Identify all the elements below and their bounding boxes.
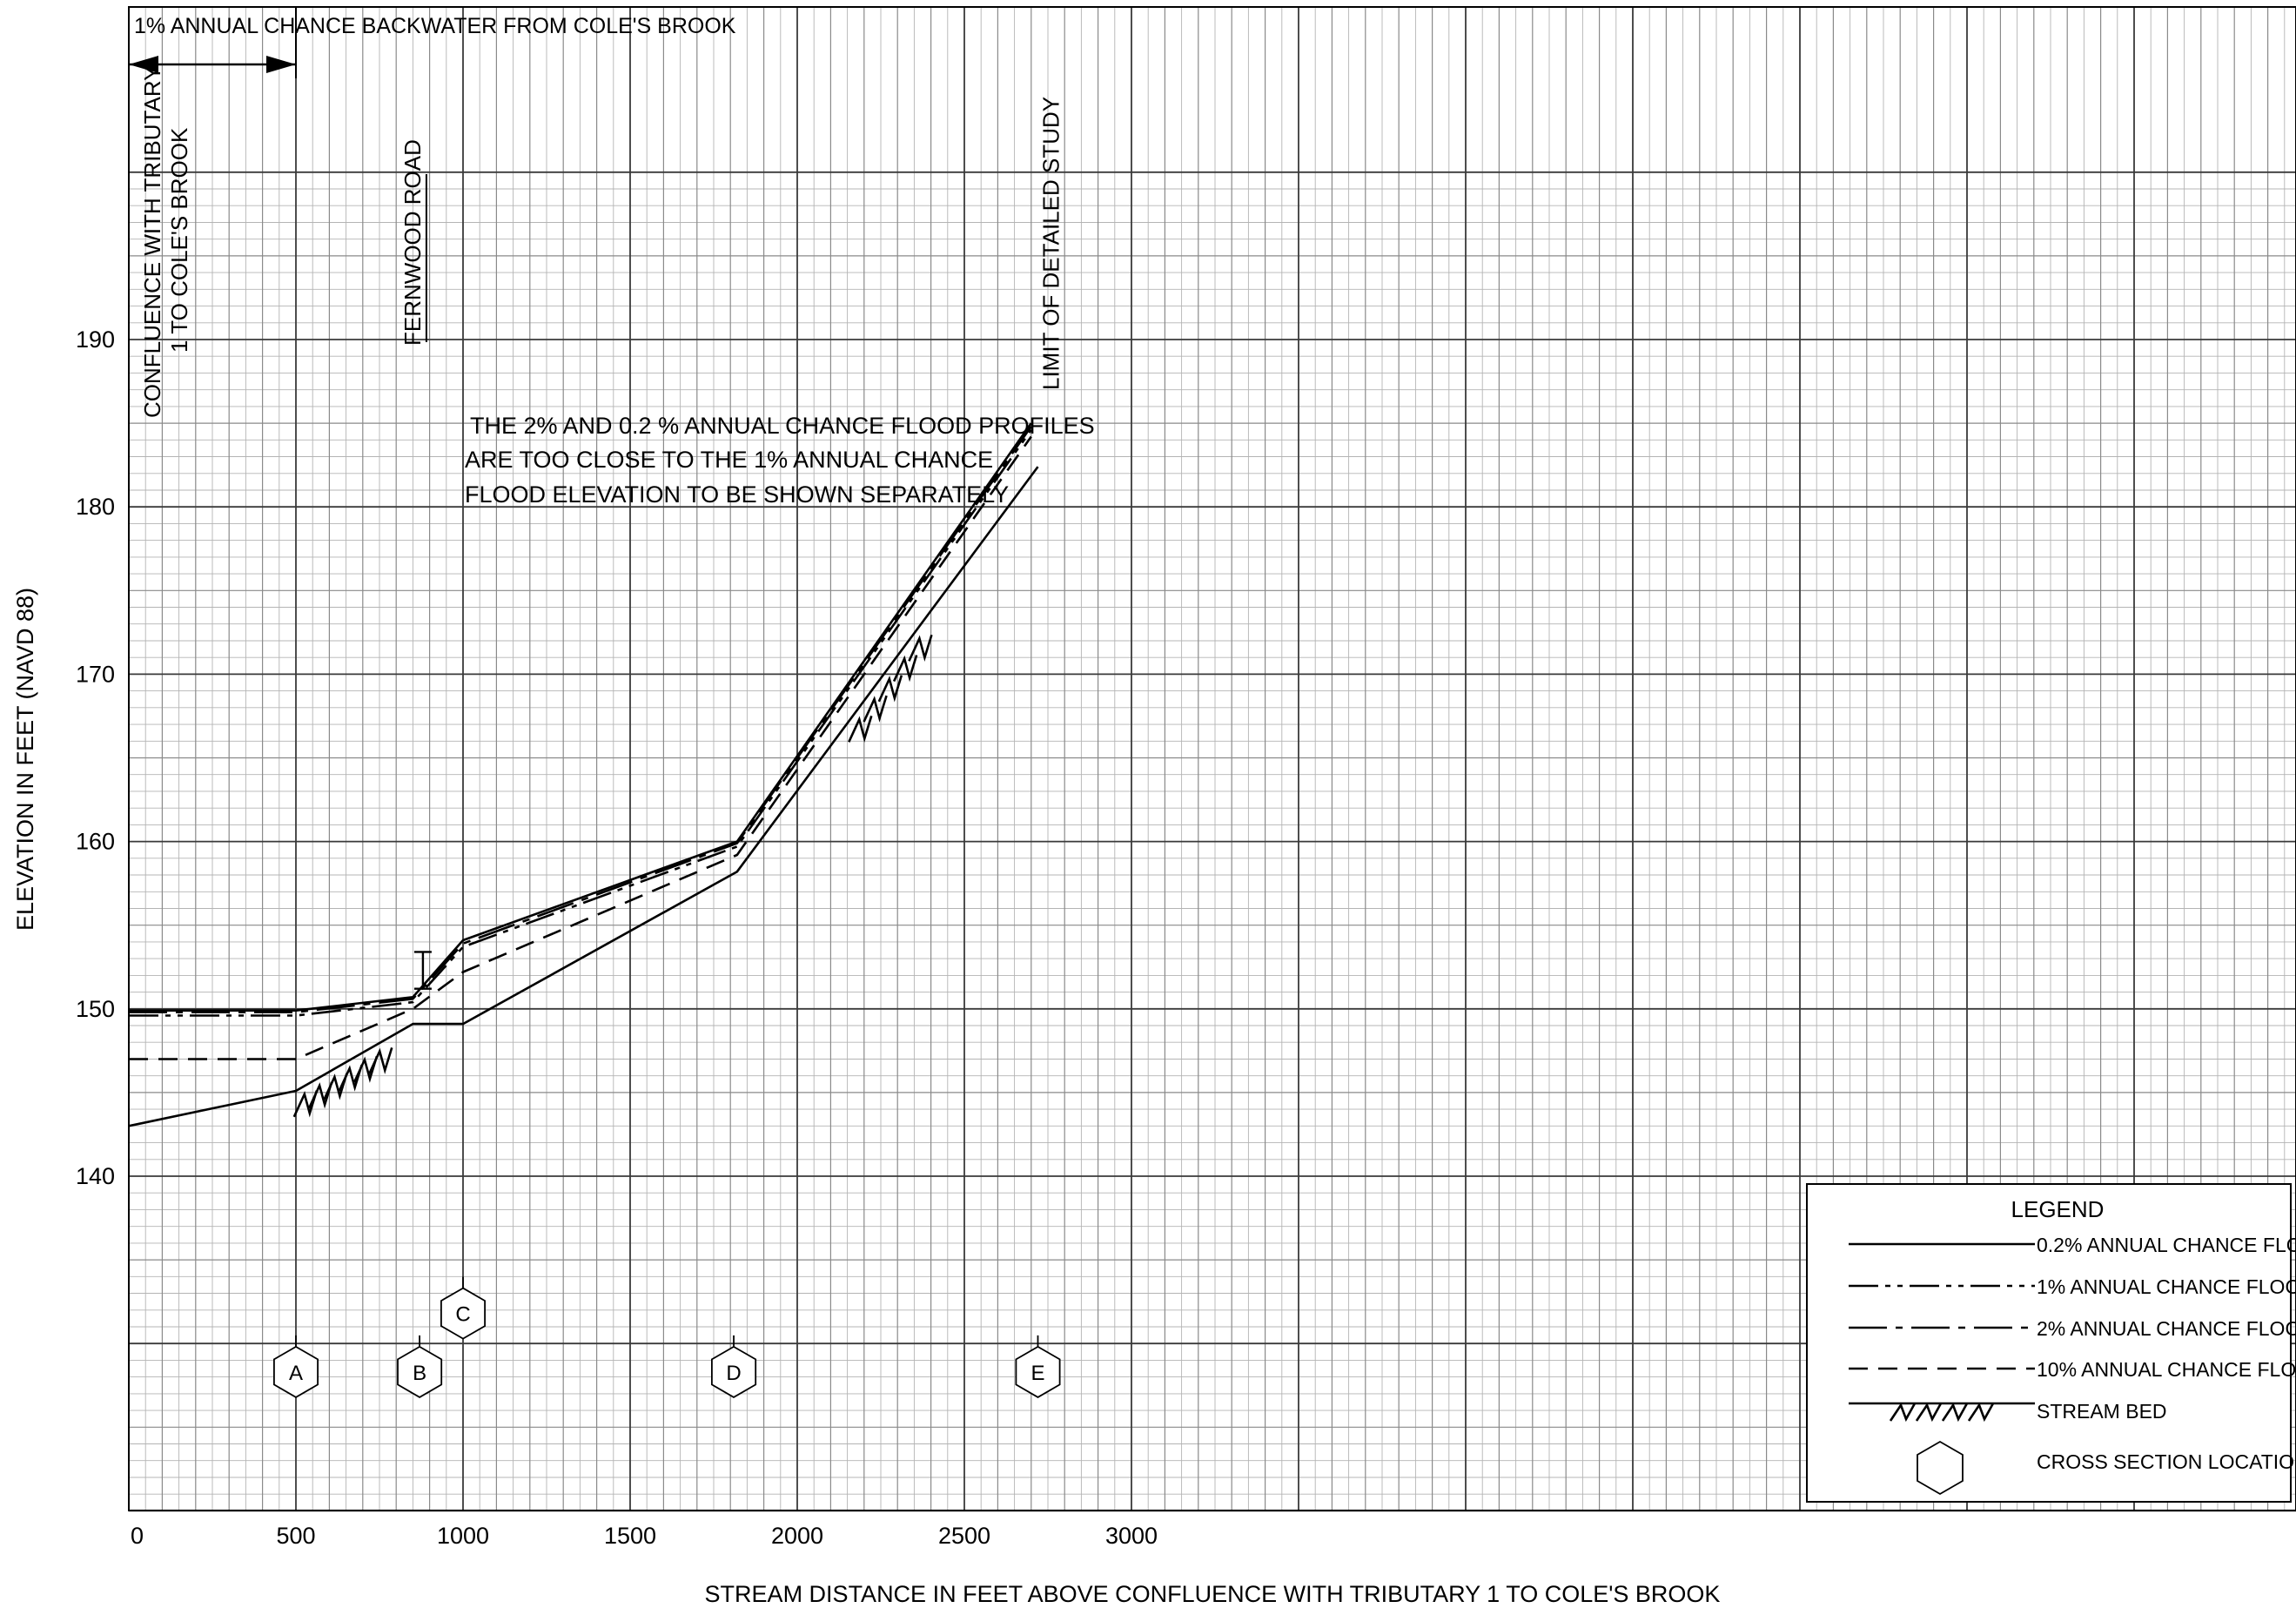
cross-section-label: A <box>289 1362 303 1385</box>
axis-labels: 0 500 1000 1500 2000 2500 3000 140 150 160 170 180 1… <box>12 326 1720 1607</box>
legend-label: CROSS SECTION LOCATION <box>2037 1450 2296 1473</box>
cross-section-a: A <box>272 1335 319 1398</box>
legend-label: 1% ANNUAL CHANCE FLOOD <box>2037 1275 2296 1298</box>
cross-section-hexagon <box>711 1345 757 1398</box>
hatch-mark <box>307 1081 333 1109</box>
stream-bed-hatch-0 <box>292 1046 393 1118</box>
structure-marker-0 <box>413 951 432 990</box>
legend-label: 0.2% ANNUAL CHANCE FLOOD <box>2037 1234 2296 1256</box>
x-tick-label: 2000 <box>771 1523 823 1549</box>
legend-entry-1: 1% ANNUAL CHANCE FLOOD <box>1849 1275 2296 1298</box>
y-tick-label: 150 <box>76 996 115 1022</box>
legend-entry-3: 10% ANNUAL CHANCE FLOOD <box>1849 1358 2296 1381</box>
cross-section-e: E <box>1015 1335 1061 1398</box>
legend-entry-2: 2% ANNUAL CHANCE FLOOD <box>1849 1317 2296 1340</box>
hatch-mark <box>368 1046 393 1075</box>
y-tick-label: 160 <box>76 829 115 855</box>
cross-section-label: B <box>413 1362 426 1385</box>
legend-hexagon <box>1917 1440 1964 1496</box>
y-axis-label: ELEVATION IN FEET (NAVD 88) <box>12 588 38 931</box>
hatch-mark <box>338 1064 363 1092</box>
legend-entry-0: 0.2% ANNUAL CHANCE FLOOD <box>1849 1234 2296 1256</box>
legend-hatch <box>1967 1403 1995 1423</box>
legend-hatch <box>1915 1403 1943 1423</box>
cross-section-label: D <box>726 1362 741 1385</box>
confluence-label-2: 1 TO COLE'S BROOK <box>166 127 192 353</box>
series-line-2 <box>129 426 1032 1013</box>
legend-entry-5: CROSS SECTION LOCATION <box>1917 1440 2296 1496</box>
hatch-mark <box>848 715 873 743</box>
x-axis-label: STREAM DISTANCE IN FEET ABOVE CONFLUENCE… <box>705 1581 1721 1607</box>
x-tick-label: 500 <box>276 1523 315 1549</box>
road-label: FERNWOOD ROAD <box>399 139 426 346</box>
y-tick-label: 180 <box>76 494 115 520</box>
legend-hatch <box>1941 1403 1969 1423</box>
cross-section-c: C <box>440 1276 486 1340</box>
chart-annotations: 1% ANNUAL CHANCE BACKWATER FROM COLE'S B… <box>129 7 1095 1398</box>
hatch-mark <box>908 634 933 662</box>
y-tick-label: 190 <box>76 326 115 353</box>
hatch-mark <box>877 675 903 703</box>
series-line-1 <box>129 429 1032 1017</box>
hatch-mark <box>863 695 888 723</box>
legend-entry-4: STREAM BED <box>1849 1400 2167 1423</box>
series-line-3 <box>129 435 1032 1060</box>
confluence-label-1: CONFLUENCE WITH TRIBUTARY <box>139 66 165 418</box>
minor-gridlines <box>129 7 2296 1510</box>
cross-section-d: D <box>711 1335 757 1398</box>
note-line-2: ARE TOO CLOSE TO THE 1% ANNUAL CHANCE <box>465 447 993 473</box>
chart-grid <box>128 6 2296 1512</box>
y-tick-label: 140 <box>76 1163 115 1189</box>
x-tick-label: 1500 <box>604 1523 656 1549</box>
cross-section-b: B <box>397 1335 443 1398</box>
note-line-3: FLOOD ELEVATION TO BE SHOWN SEPARATELY <box>465 481 1009 508</box>
cross-section-hexagon <box>272 1345 319 1398</box>
legend-entries: 0.2% ANNUAL CHANCE FLOOD 1% ANNUAL CHANCE… <box>1849 1234 2296 1496</box>
hatch-mark <box>352 1055 379 1083</box>
y-tick-label: 170 <box>76 661 115 687</box>
legend: LEGEND 0.2% ANNUAL CHANCE FLOOD 1% ANNUAL… <box>1806 1183 2296 1503</box>
stream-bed-hatch-1 <box>848 634 933 743</box>
hatch-mark <box>892 655 918 683</box>
limit-label: LIMIT OF DETAILED STUDY <box>1037 97 1064 390</box>
x-tick-label: 3000 <box>1105 1523 1158 1549</box>
legend-label: STREAM BED <box>2037 1400 2167 1423</box>
hatch-mark <box>323 1073 348 1100</box>
backwater-arrow-right <box>266 56 296 73</box>
plot-frame <box>128 6 2296 1511</box>
legend-label: 2% ANNUAL CHANCE FLOOD <box>2037 1317 2296 1340</box>
cross-section-label: E <box>1031 1362 1044 1385</box>
cross-section-hexagon <box>1015 1345 1061 1398</box>
note-line-1: THE 2% AND 0.2 % ANNUAL CHANCE FLOOD PRO… <box>470 413 1095 439</box>
backwater-arrow-left <box>129 56 158 73</box>
mid-gridlines <box>129 7 2296 1510</box>
series-line-4 <box>128 466 1039 1127</box>
backwater-label: 1% ANNUAL CHANCE BACKWATER FROM COLE'S B… <box>134 14 736 38</box>
x-tick-label: 1000 <box>437 1523 489 1549</box>
legend-label: 10% ANNUAL CHANCE FLOOD <box>2037 1358 2296 1381</box>
x-tick-label: 2500 <box>938 1523 990 1549</box>
hatch-mark <box>292 1090 319 1118</box>
x-tick-label: 0 <box>131 1523 144 1549</box>
cross-section-hexagon <box>440 1287 486 1340</box>
legend-title: LEGEND <box>2011 1196 2105 1222</box>
cross-section-hexagon <box>397 1345 443 1398</box>
profile-series <box>128 422 1039 1127</box>
legend-hatch <box>1889 1403 1917 1423</box>
cross-section-label: C <box>455 1303 470 1327</box>
